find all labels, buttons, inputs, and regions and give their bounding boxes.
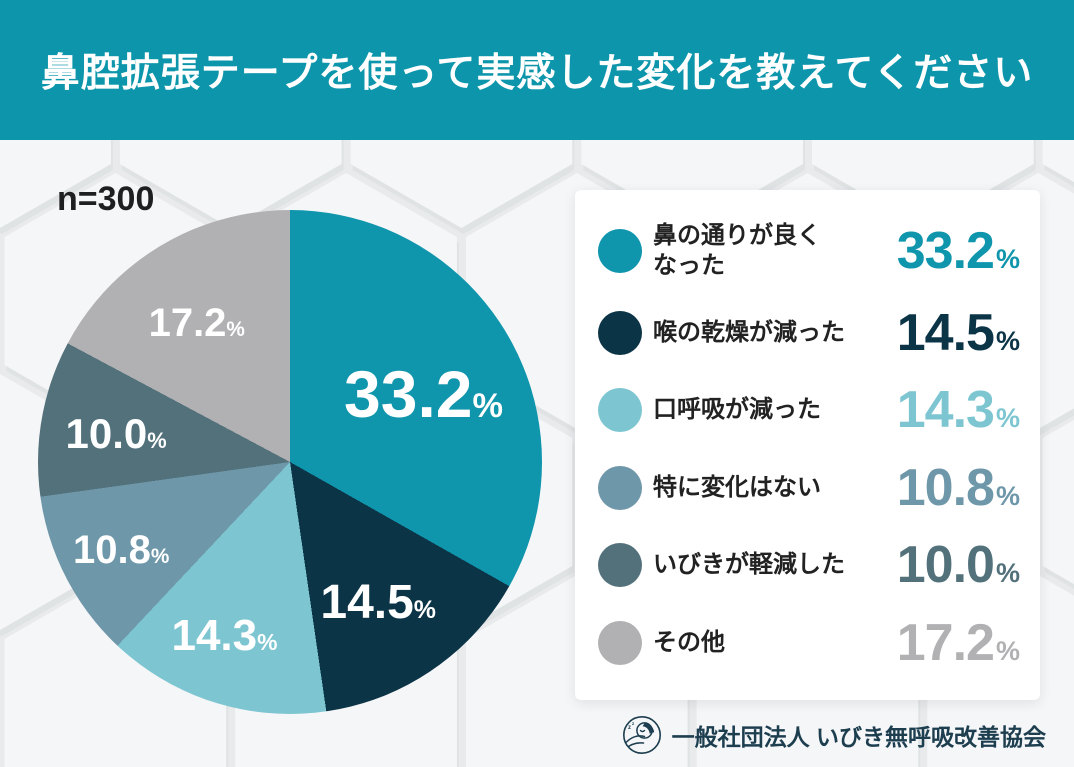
legend-item-value: 17.2% <box>897 617 1020 669</box>
svg-text:z: z <box>632 721 635 726</box>
sample-size-label: n=300 <box>57 180 155 218</box>
pie-slice-label: 10.8% <box>73 530 169 570</box>
legend-color-dot <box>598 543 642 588</box>
legend-value-number: 33.2 <box>896 222 995 281</box>
pie-slice-value: 14.5 <box>320 576 414 630</box>
association-logo-icon: z z <box>622 715 661 755</box>
pie-slice-unit: % <box>257 628 278 655</box>
pie-slice-value: 33.2 <box>344 356 473 431</box>
legend-item: その他 17.2% <box>598 617 1020 669</box>
pie-slice-unit: % <box>150 545 170 569</box>
legend-value-number: 14.5 <box>896 303 995 362</box>
legend-value-number: 10.0 <box>896 536 995 595</box>
pie-slice-value: 17.2 <box>148 301 227 346</box>
legend-item-label: 特に変化はない <box>653 473 821 501</box>
pie-circle <box>38 210 542 714</box>
legend-value-unit: % <box>995 325 1020 356</box>
header-banner: 鼻腔拡張テープを使って実感した変化を教えてください <box>0 0 1074 140</box>
legend-color-dot <box>598 465 642 510</box>
legend-value-unit: % <box>995 558 1020 589</box>
legend-item-value: 33.2% <box>897 225 1020 277</box>
organization-name: 一般社団法人 いびき無呼吸改善協会 <box>671 724 1046 750</box>
pie-chart: 33.2% 14.5% 14.3% 10.8% 10.0% 17.2% <box>38 210 542 714</box>
legend-item-label: 口呼吸が減った <box>653 396 821 424</box>
pie-slice-label: 14.3% <box>171 610 278 660</box>
pie-slice-value: 10.8 <box>72 528 151 573</box>
pie-slice-label: 17.2% <box>149 303 245 343</box>
legend-color-dot <box>598 229 642 274</box>
legend-item-label: いびきが軽減した <box>653 551 845 579</box>
legend-value-number: 10.8 <box>896 458 995 517</box>
legend-item: 口呼吸が減った 14.3% <box>598 384 1020 436</box>
pie-slice-label: 10.0% <box>66 413 167 455</box>
pie-slice-label: 14.5% <box>320 579 436 627</box>
pie-slice-value: 14.3 <box>171 610 258 660</box>
pie-slice-label: 33.2% <box>344 361 503 427</box>
legend-item-value: 14.3% <box>897 384 1020 436</box>
legend-item-value: 10.0% <box>897 539 1020 591</box>
legend-value-unit: % <box>995 403 1020 434</box>
svg-text:z: z <box>628 725 631 731</box>
legend-item: いびきが軽減した 10.0% <box>598 539 1020 591</box>
legend-value-unit: % <box>995 635 1020 666</box>
legend-color-dot <box>598 620 642 665</box>
legend-color-dot <box>598 310 642 355</box>
legend-item: 鼻の通りが良く なった 33.2% <box>598 221 1020 281</box>
legend-item-value: 10.8% <box>897 462 1020 514</box>
legend-value-unit: % <box>995 244 1020 275</box>
legend-value-number: 17.2 <box>896 613 995 672</box>
legend-color-dot <box>598 388 642 433</box>
pie-slice-unit: % <box>413 596 436 625</box>
footer: z z 一般社団法人 いびき無呼吸改善協会 <box>622 715 1046 755</box>
legend-value-number: 14.3 <box>896 381 995 440</box>
pie-slice-unit: % <box>226 318 245 342</box>
legend-card: 鼻の通りが良く なった 33.2% 喉の乾燥が減った 14.5% 口呼吸が減った… <box>575 190 1040 700</box>
legend-item-label: 鼻の通りが良く なった <box>653 222 821 280</box>
pie-slice-unit: % <box>147 428 167 454</box>
legend-item: 特に変化はない 10.8% <box>598 462 1020 514</box>
page-title: 鼻腔拡張テープを使って実感した変化を教えてください <box>40 52 1034 95</box>
pie-slice-value: 10.0 <box>65 410 148 458</box>
legend-item: 喉の乾燥が減った 14.5% <box>598 307 1020 359</box>
legend-item-label: その他 <box>653 628 725 656</box>
legend-item-label: 喉の乾燥が減った <box>653 318 845 346</box>
legend-item-value: 14.5% <box>897 307 1020 359</box>
pie-slice-unit: % <box>472 386 504 425</box>
legend-value-unit: % <box>995 480 1020 511</box>
